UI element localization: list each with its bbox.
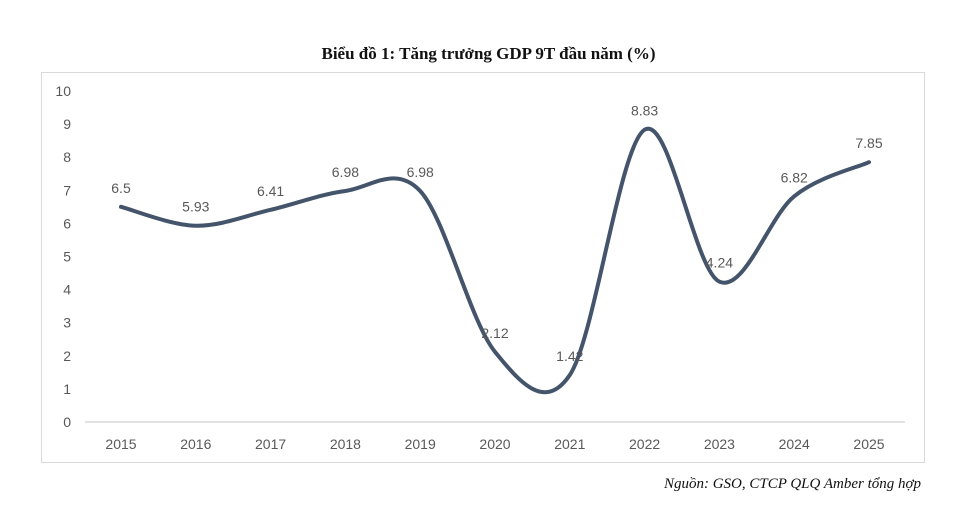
y-tick-label: 10: [55, 83, 71, 99]
x-tick-label: 2022: [629, 436, 660, 452]
y-tick-label: 0: [63, 414, 71, 430]
chart-title: Biểu đồ 1: Tăng trưởng GDP 9T đầu năm (%…: [321, 44, 656, 63]
y-tick-label: 2: [63, 348, 71, 364]
x-tick-label: 2016: [180, 436, 211, 452]
x-tick-label: 2024: [779, 436, 810, 452]
y-tick-label: 6: [63, 215, 71, 231]
data-label: 6.5: [111, 180, 131, 196]
x-tick-label: 2023: [704, 436, 735, 452]
x-tick-label: 2015: [105, 436, 136, 452]
y-tick-label: 4: [63, 282, 71, 298]
x-tick-label: 2017: [255, 436, 286, 452]
data-label: 2.12: [481, 325, 508, 341]
y-axis-ticks: 0 1 2 3 4 5 6 7 8 9 10: [55, 83, 71, 430]
source-note: Nguồn: GSO, CTCP QLQ Amber tổng hợp: [663, 476, 921, 492]
data-label: 6.82: [781, 169, 808, 185]
x-tick-label: 2019: [405, 436, 436, 452]
data-label: 5.93: [182, 199, 209, 215]
data-label: 6.98: [332, 164, 359, 180]
x-tick-label: 2025: [853, 436, 884, 452]
data-label: 8.83: [631, 103, 658, 119]
x-tick-label: 2021: [554, 436, 585, 452]
y-tick-label: 1: [63, 381, 71, 397]
x-tick-label: 2020: [479, 436, 510, 452]
data-label: 4.24: [706, 255, 733, 271]
chart-frame: [41, 72, 925, 463]
data-label: 7.85: [855, 135, 882, 151]
data-label: 6.41: [257, 183, 284, 199]
y-tick-label: 7: [63, 182, 71, 198]
x-axis-ticks: 2015 2016 2017 2018 2019 2020 2021 2022 2023 2024…: [105, 436, 884, 452]
series-line-gdp: [119, 126, 871, 395]
x-tick-label: 2018: [330, 436, 361, 452]
y-tick-label: 5: [63, 249, 71, 265]
data-label: 6.98: [407, 164, 434, 180]
y-tick-label: 9: [63, 116, 71, 132]
data-labels: 6.5 5.93 6.41 6.98 6.98 2.12 1.42 8.83 4.24 6.82 7…: [111, 103, 883, 364]
y-tick-label: 8: [63, 149, 71, 165]
y-tick-label: 3: [63, 315, 71, 331]
data-label: 1.42: [556, 348, 583, 364]
